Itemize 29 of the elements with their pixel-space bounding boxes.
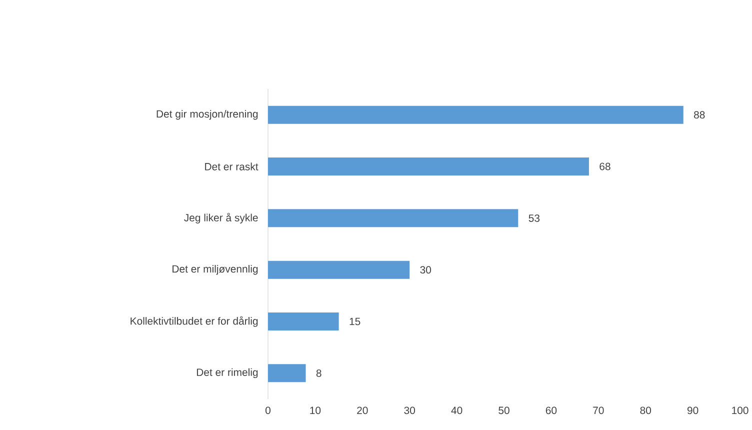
- data-label: 15: [350, 318, 360, 326]
- x-tick-label: 40: [451, 406, 462, 414]
- x-tick-label: 20: [357, 406, 368, 414]
- x-tick-label: 100: [732, 406, 748, 414]
- bar: [268, 364, 306, 382]
- x-tick-label: 60: [546, 406, 557, 414]
- y-tick-label: Kollektivtilbudet er for dårlig: [130, 316, 258, 327]
- x-tick-label: 50: [498, 406, 510, 414]
- x-tick-label: 30: [404, 406, 416, 414]
- x-tick-label: 80: [640, 406, 652, 414]
- data-label: 68: [600, 162, 610, 170]
- x-tick-label: 70: [593, 406, 604, 414]
- data-label: 53: [528, 214, 540, 222]
- bar: [268, 209, 518, 228]
- data-label: 88: [694, 111, 705, 119]
- x-tick-label: 90: [687, 406, 698, 414]
- y-tick-label: Det er miljøvennlig: [172, 264, 258, 275]
- data-label: 8: [316, 369, 322, 377]
- bar: [268, 158, 589, 176]
- bar: [268, 260, 410, 279]
- x-tick-label: 0: [266, 406, 270, 414]
- bar: [268, 106, 684, 124]
- y-tick-label: Det gir mosjon/trening: [156, 110, 258, 120]
- y-tick-label: Det er raskt: [205, 162, 258, 170]
- x-tick-label: 10: [310, 406, 321, 414]
- data-label: 30: [420, 266, 432, 274]
- y-tick-label: Jeg liker å sykle: [184, 212, 258, 224]
- bar: [268, 312, 339, 331]
- y-tick-label: Det er rimelig: [196, 368, 258, 378]
